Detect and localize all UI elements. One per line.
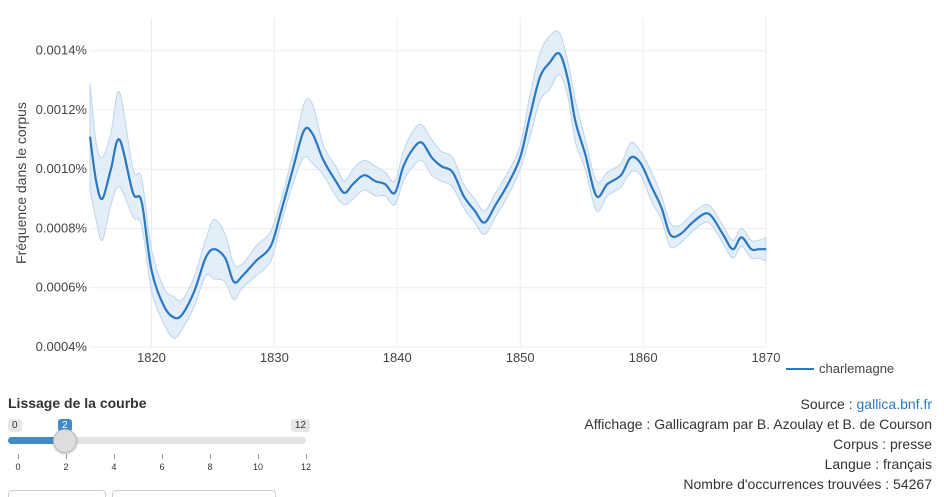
y-axis-ticks: 0.0004% 0.0006% 0.0008% 0.0010% 0.0012% 0.001… <box>36 43 88 354</box>
x-tick-label: 1860 <box>629 350 658 365</box>
source-link[interactable]: gallica.bnf.fr <box>856 396 932 412</box>
slider-track[interactable] <box>8 437 306 444</box>
slider-tick <box>306 454 307 459</box>
smoothing-title: Lissage de la courbe <box>8 395 147 411</box>
slider-tick-label: 6 <box>159 462 165 472</box>
slider-tick-label: 2 <box>63 462 69 472</box>
source-prefix: Source : <box>800 396 857 412</box>
y-tick-label: 0.0008% <box>36 220 88 235</box>
y-tick-label: 0.0014% <box>36 43 88 58</box>
slider-handle[interactable] <box>53 429 77 453</box>
chart-grid <box>90 18 767 348</box>
x-tick-label: 1870 <box>752 350 781 365</box>
y-tick-label: 0.0012% <box>36 102 88 117</box>
slider-tick <box>114 454 115 459</box>
x-tick-label: 1820 <box>137 350 166 365</box>
frequency-chart: 1820 1830 1840 1850 1860 1870 0.0004%0.0006%0… <box>13 18 894 376</box>
source-line: Source : gallica.bnf.fr <box>584 394 932 414</box>
display-credit: Affichage : Gallicagram par B. Azoulay e… <box>584 416 932 432</box>
occurrences-line: Nombre d'occurrences trouvées : 54267 <box>683 476 932 492</box>
slider-ticks: 0 2 4 6 8 10 12 <box>8 454 312 474</box>
y-axis-label: Fréquence dans le corpus <box>13 102 29 264</box>
y-tick-label: 0.0004% <box>36 339 88 354</box>
slider-tick <box>210 454 211 459</box>
slider-tick <box>162 454 163 459</box>
y-tick-label: 0.0010% <box>36 161 88 176</box>
series-line-layer <box>88 51 766 320</box>
legend[interactable]: charlemagne <box>786 361 894 376</box>
slider-tick-label: 12 <box>300 462 312 472</box>
confidence-band-charlemagne <box>89 30 767 339</box>
confidence-band-layer <box>89 30 767 339</box>
info-panel: Source : gallica.bnf.fr Affichage : Gall… <box>584 394 932 494</box>
slider-tick-label: 10 <box>252 462 264 472</box>
slider-tick <box>258 454 259 459</box>
corpus-line: Corpus : presse <box>833 436 932 452</box>
x-tick-label: 1840 <box>383 350 412 365</box>
y-tick-label: 0.0006% <box>36 280 88 295</box>
smoothing-slider[interactable]: 0 2 12 0 2 4 6 8 10 12 <box>8 417 312 477</box>
slider-tick-label: 0 <box>15 462 21 472</box>
slider-tick-label: 8 <box>207 462 213 472</box>
smoothing-control: Lissage de la courbe 0 2 12 0 2 4 6 8 10 12 <box>8 395 311 472</box>
slider-tick <box>66 454 67 459</box>
slider-fill <box>8 437 64 444</box>
slider-tick-label: 4 <box>111 462 117 472</box>
series-line-charlemagne[interactable] <box>88 51 766 320</box>
slider-current-value: 2 <box>58 419 72 432</box>
x-tick-label: 1830 <box>260 350 289 365</box>
slider-max-label: 12 <box>290 419 310 432</box>
slider-min-label: 0 <box>8 419 22 432</box>
slider-tick <box>18 454 19 459</box>
language-line: Langue : français <box>824 456 932 472</box>
x-tick-label: 1850 <box>506 350 535 365</box>
legend-label-charlemagne[interactable]: charlemagne <box>819 361 894 376</box>
x-axis-ticks: 1820 1830 1840 1850 1860 1870 <box>137 350 780 365</box>
